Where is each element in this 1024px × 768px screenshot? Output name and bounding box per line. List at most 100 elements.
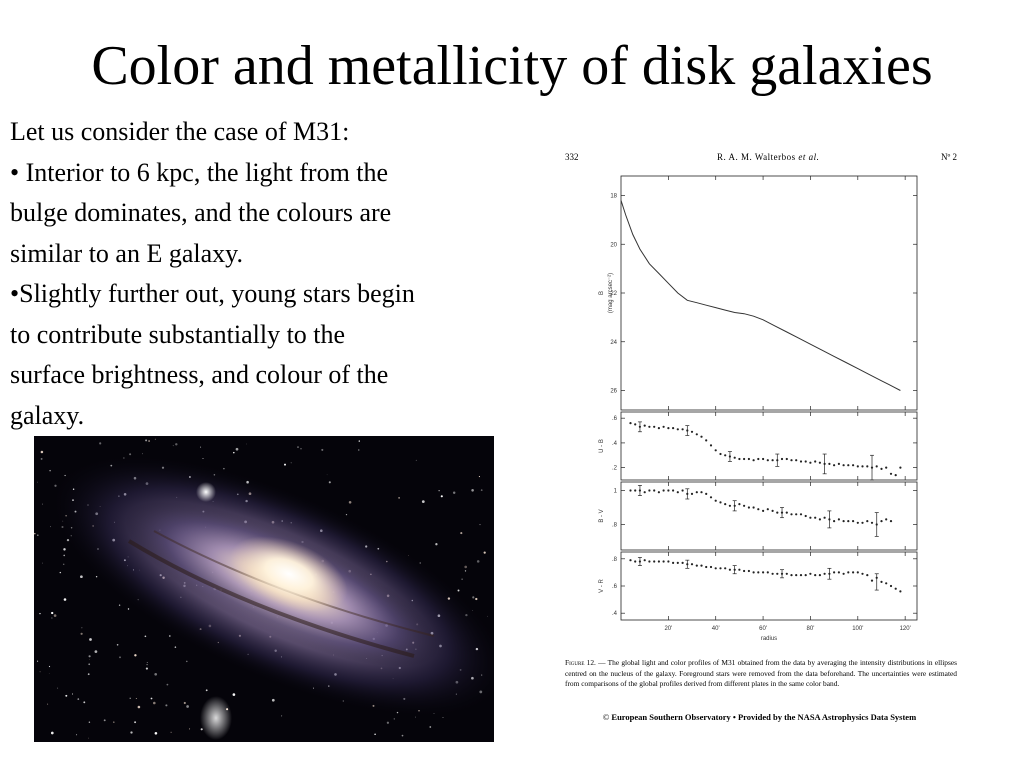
- paper-figure: 332 R. A. M. Walterbos et al. Nº 2 18 20 2…: [557, 150, 962, 730]
- star: [48, 665, 51, 668]
- data-point: [889, 584, 893, 588]
- star: [88, 663, 91, 666]
- star: [186, 660, 188, 663]
- data-point: [861, 572, 864, 575]
- star: [42, 562, 43, 564]
- data-point: [861, 465, 864, 468]
- star: [48, 673, 50, 674]
- star: [80, 632, 83, 635]
- data-point: [885, 466, 888, 469]
- star: [118, 604, 121, 606]
- data-point: [762, 457, 765, 461]
- y-tick-label: .8: [612, 523, 618, 529]
- star: [478, 476, 480, 478]
- body-text: Let us consider the case of M31: • Inter…: [10, 112, 550, 436]
- star: [374, 733, 376, 735]
- paper-authors-names: R. A. M. Walterbos: [717, 152, 796, 162]
- y-tick-label: .8: [612, 557, 618, 563]
- data-point: [662, 425, 665, 428]
- data-point: [743, 457, 746, 461]
- data-point: [866, 465, 869, 468]
- star: [146, 663, 148, 666]
- data-point: [662, 560, 665, 563]
- data-point: [762, 571, 765, 574]
- star: [49, 526, 51, 528]
- star: [62, 563, 65, 566]
- data-point: [634, 489, 637, 492]
- star: [37, 660, 39, 662]
- star: [483, 551, 486, 554]
- satellite-galaxy: [196, 482, 216, 502]
- star: [41, 503, 43, 505]
- body-line: similar to an E galaxy.: [10, 238, 243, 268]
- data-point: [833, 571, 836, 574]
- star: [472, 596, 475, 599]
- star: [63, 598, 67, 601]
- body-line: • Interior to 6 kpc, the light from the: [10, 157, 389, 187]
- data-point: [733, 456, 736, 459]
- x-tick-label: 100': [852, 626, 863, 632]
- star: [65, 694, 68, 697]
- data-point: [724, 503, 727, 506]
- data-point: [790, 459, 793, 462]
- y-tick-label: 26: [610, 389, 617, 395]
- data-point: [719, 567, 722, 570]
- data-point: [629, 489, 632, 492]
- data-point: [809, 516, 812, 519]
- star: [476, 560, 480, 563]
- data-point: [833, 520, 836, 523]
- data-point: [681, 489, 684, 492]
- star: [53, 614, 57, 617]
- data-point: [757, 457, 760, 461]
- data-point: [695, 491, 698, 494]
- x-tick-label: 20': [664, 626, 672, 632]
- copyright-symbol: ©: [602, 712, 610, 722]
- star: [47, 703, 49, 705]
- body-line: to contribute substantially to the: [10, 319, 346, 349]
- data-point: [785, 572, 788, 575]
- star: [150, 697, 153, 700]
- data-point: [795, 513, 798, 516]
- data-point: [747, 569, 750, 573]
- star: [480, 489, 483, 491]
- star: [166, 683, 169, 686]
- surface-brightness-line: [620, 200, 901, 391]
- data-point: [700, 435, 703, 438]
- data-point: [818, 461, 821, 464]
- data-point: [852, 464, 855, 467]
- star: [39, 671, 41, 673]
- star: [461, 578, 463, 580]
- data-point: [771, 459, 774, 462]
- data-point: [837, 462, 840, 465]
- star: [297, 446, 299, 448]
- y-tick-label: 18: [610, 194, 617, 200]
- y-tick-label: .6: [612, 416, 618, 422]
- data-point: [889, 472, 893, 475]
- star: [345, 513, 348, 516]
- star: [300, 447, 302, 450]
- star: [63, 548, 66, 551]
- panel-frame: [620, 411, 918, 481]
- star: [205, 689, 208, 692]
- star: [81, 627, 83, 629]
- star: [49, 469, 51, 472]
- star: [174, 646, 177, 648]
- data-point: [885, 582, 888, 585]
- x-tick-label: 80': [807, 626, 815, 632]
- data-point: [752, 459, 755, 462]
- data-point: [837, 518, 840, 521]
- data-point: [785, 511, 788, 514]
- data-point: [752, 506, 755, 509]
- galaxy-core: [230, 536, 348, 612]
- star: [154, 438, 156, 440]
- star: [116, 644, 119, 646]
- star: [135, 698, 137, 699]
- data-point: [743, 504, 746, 507]
- star: [127, 608, 130, 610]
- galaxy-photo: [34, 436, 494, 742]
- star: [393, 718, 395, 720]
- figure-label: Figure 12.: [565, 658, 596, 667]
- data-point: [799, 513, 803, 516]
- star: [89, 638, 92, 641]
- y-tick-label: .2: [612, 466, 618, 472]
